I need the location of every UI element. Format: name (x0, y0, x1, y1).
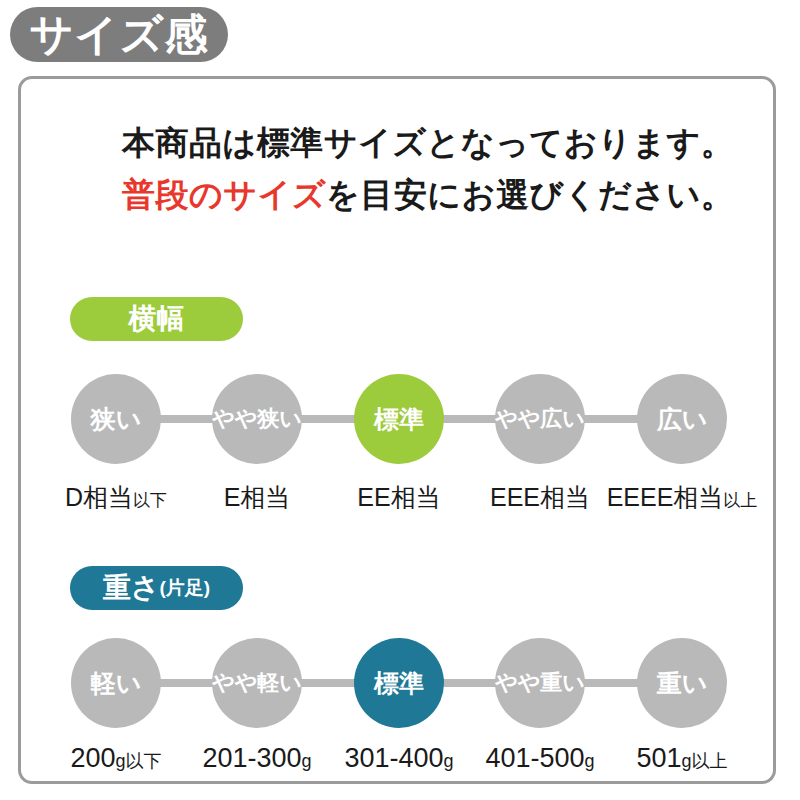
size-feel-badge: サイズ感 (10, 7, 228, 62)
width-step-standard: 標準 (354, 374, 444, 464)
weight-pill-label: 重さ (103, 569, 160, 607)
weight-step-standard: 標準 (354, 638, 444, 728)
size-guide-panel: 本商品は標準サイズとなっております。 普段のサイズを目安にお選びください。 横幅… (18, 76, 776, 784)
intro-line2-rest: を目安にお選びください。 (326, 176, 734, 213)
intro-line2-highlight: 普段のサイズ (122, 176, 326, 213)
width-step-slightly-narrow: やや狭い (212, 374, 302, 464)
intro-text: 本商品は標準サイズとなっております。 普段のサイズを目安にお選びください。 (122, 117, 734, 221)
weight-step-slightly-heavy: やや重い (495, 638, 585, 728)
weight-section-pill: 重さ(片足) (70, 566, 243, 610)
width-section-pill: 横幅 (70, 297, 243, 341)
weight-label-5: 501g以上 (597, 743, 767, 774)
width-step-narrow: 狭い (71, 374, 161, 464)
weight-step-slightly-light: やや軽い (212, 638, 302, 728)
weight-step-heavy: 重い (637, 638, 727, 728)
intro-line2: 普段のサイズを目安にお選びください。 (122, 169, 734, 221)
width-pill-label: 横幅 (129, 300, 185, 338)
weight-step-light: 軽い (71, 638, 161, 728)
size-feel-badge-label: サイズ感 (29, 6, 208, 64)
width-step-slightly-wide: やや広い (495, 374, 585, 464)
weight-pill-suffix: (片足) (160, 575, 211, 601)
intro-line1: 本商品は標準サイズとなっております。 (122, 117, 734, 169)
width-label-5: EEEE相当以上 (597, 481, 767, 514)
width-step-wide: 広い (637, 374, 727, 464)
